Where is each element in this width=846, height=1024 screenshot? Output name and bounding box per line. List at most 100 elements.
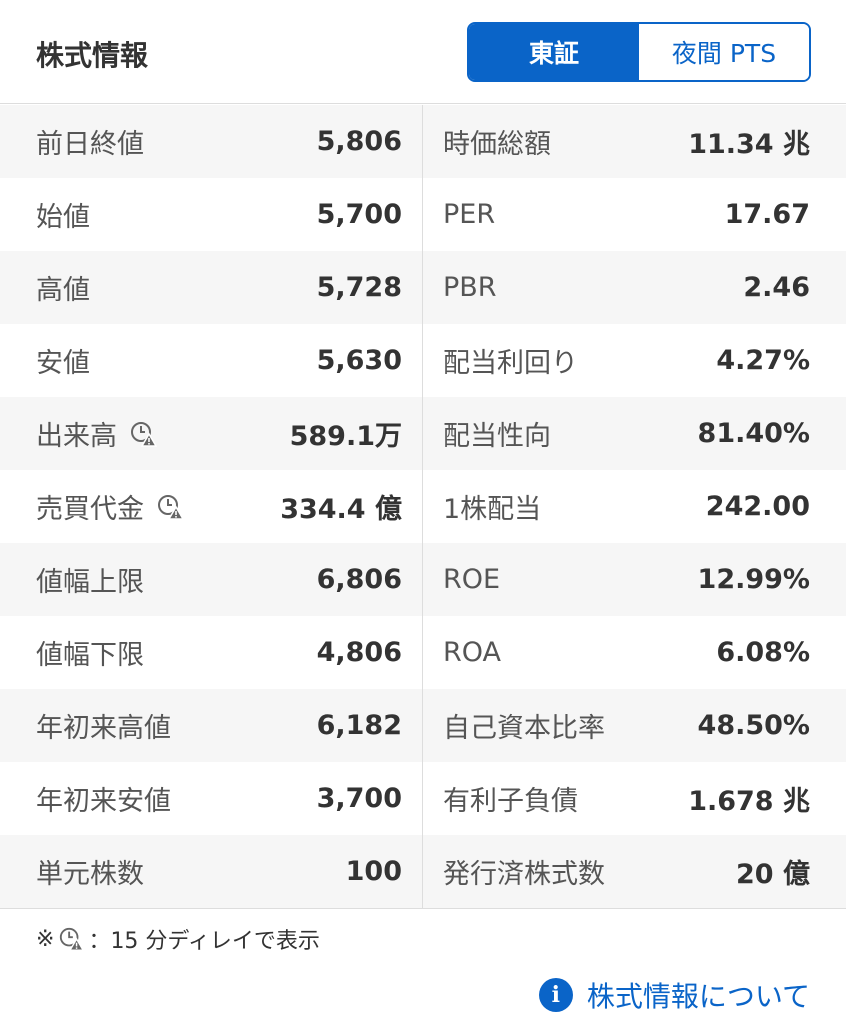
clock-warning-icon[interactable] <box>129 420 157 448</box>
stat-label-text: 売買代金 <box>36 494 144 525</box>
stat-value: 242.00 <box>705 491 810 522</box>
stat-value: 5,728 <box>316 272 402 303</box>
footer: ※ ：15 分ディレイで表示 i 株式情報について <box>0 908 846 1013</box>
stat-label: 始値 <box>36 195 90 234</box>
stat-label-text: 値幅下限 <box>36 640 144 671</box>
note-prefix: ※ <box>36 926 55 952</box>
stat-label: 年初来高値 <box>36 706 171 745</box>
stat-cell: 前日終値 5,806 <box>0 105 423 178</box>
stat-value: 1.678 兆 <box>688 786 810 817</box>
table-row: 前日終値 5,806 時価総額 11.34 兆 <box>0 105 846 178</box>
stat-value: 48.50% <box>697 710 810 741</box>
stat-cell: 単元株数 100 <box>0 835 423 908</box>
stat-cell: ROE 12.99% <box>423 543 846 616</box>
stat-label-text: 年初来安値 <box>36 786 171 817</box>
stat-value: 6,182 <box>316 710 402 741</box>
stat-value: 81.40% <box>697 418 810 449</box>
stat-label-text: 単元株数 <box>36 859 144 890</box>
stat-cell: 年初来安値 3,700 <box>0 762 423 835</box>
stat-value: 4.27% <box>716 345 810 376</box>
stat-label-text: 自己資本比率 <box>443 713 605 744</box>
stat-label: 高値 <box>36 268 90 307</box>
stat-value: 6.08% <box>716 637 810 668</box>
stat-label: 有利子負債 <box>443 779 578 818</box>
stat-label-text: 年初来高値 <box>36 713 171 744</box>
stat-cell: 時価総額 11.34 兆 <box>423 105 846 178</box>
stat-cell: 始値 5,700 <box>0 178 423 251</box>
table-row: 安値 5,630 配当利回り 4.27% <box>0 324 846 397</box>
clock-warning-icon[interactable] <box>156 493 184 521</box>
stat-label-text: 1株配当 <box>443 494 542 525</box>
header: 株式情報 東証 夜間 PTS <box>0 0 846 104</box>
table-row: 年初来安値 3,700 有利子負債 1.678 兆 <box>0 762 846 835</box>
stat-label-text: 時価総額 <box>443 129 551 160</box>
table-row: 値幅下限 4,806 ROA 6.08% <box>0 616 846 689</box>
stat-label: 出来高 <box>36 414 157 453</box>
stat-label: 値幅下限 <box>36 633 144 672</box>
stat-cell: 有利子負債 1.678 兆 <box>423 762 846 835</box>
table-row: 値幅上限 6,806 ROE 12.99% <box>0 543 846 616</box>
tab-tse[interactable]: 東証 <box>469 24 639 80</box>
stat-cell: 自己資本比率 48.50% <box>423 689 846 762</box>
about-stock-info-link[interactable]: i 株式情報について <box>538 975 810 1015</box>
stat-value: 589.1万 <box>289 421 402 452</box>
stat-label: ROE <box>443 564 500 595</box>
stat-label: 時価総額 <box>443 122 551 161</box>
stat-label-text: ROA <box>443 637 502 668</box>
stat-cell: 安値 5,630 <box>0 324 423 397</box>
stat-value: 17.67 <box>724 199 810 230</box>
stat-value: 12.99% <box>697 564 810 595</box>
stat-value: 5,700 <box>316 199 402 230</box>
stat-label-text: PER <box>443 199 496 230</box>
table-row: 売買代金 334.4 億 1株配当 242.00 <box>0 470 846 543</box>
stat-label-text: 配当利回り <box>443 348 578 379</box>
stat-value: 4,806 <box>316 637 402 668</box>
stat-label: 自己資本比率 <box>443 706 605 745</box>
stat-label: PER <box>443 199 495 230</box>
clock-warning-icon <box>60 927 85 951</box>
page-title: 株式情報 <box>36 39 149 72</box>
stat-label: 1株配当 <box>443 487 541 526</box>
stat-label-text: PBR <box>443 272 497 303</box>
about-label: 株式情報について <box>586 980 810 1013</box>
stat-label-text: 前日終値 <box>36 129 144 160</box>
stat-label: 安値 <box>36 341 90 380</box>
stat-cell: 配当性向 81.40% <box>423 397 846 470</box>
stat-cell: 出来高 589.1万 <box>0 397 423 470</box>
stat-label: 前日終値 <box>36 122 144 161</box>
stat-cell: 値幅上限 6,806 <box>0 543 423 616</box>
stat-cell: PBR 2.46 <box>423 251 846 324</box>
stat-value: 100 <box>345 856 402 887</box>
stat-label: 配当利回り <box>443 341 578 380</box>
stat-label: 単元株数 <box>36 852 144 891</box>
table-row: 単元株数 100 発行済株式数 20 億 <box>0 835 846 908</box>
stat-value: 3,700 <box>316 783 402 814</box>
stat-label-text: 値幅上限 <box>36 567 144 598</box>
stat-value: 20 億 <box>736 859 810 890</box>
stat-label-text: 高値 <box>36 275 90 306</box>
stat-label: 値幅上限 <box>36 560 144 599</box>
stat-label: 売買代金 <box>36 487 184 526</box>
stat-label-text: 配当性向 <box>443 421 551 452</box>
stat-cell: 値幅下限 4,806 <box>0 616 423 689</box>
table-row: 高値 5,728 PBR 2.46 <box>0 251 846 324</box>
stat-value: 2.46 <box>743 272 810 303</box>
stat-label: 発行済株式数 <box>443 852 605 891</box>
stat-label-text: ROE <box>443 564 501 595</box>
stat-value: 11.34 兆 <box>688 129 810 160</box>
table-row: 出来高 589.1万 配当性向 81.40% <box>0 397 846 470</box>
stat-cell: PER 17.67 <box>423 178 846 251</box>
stat-cell: ROA 6.08% <box>423 616 846 689</box>
stat-label: 年初来安値 <box>36 779 171 818</box>
tab-night-pts[interactable]: 夜間 PTS <box>639 24 809 80</box>
stat-value: 334.4 億 <box>280 494 402 525</box>
market-segmented-control: 東証 夜間 PTS <box>467 22 811 82</box>
stat-label-text: 発行済株式数 <box>443 859 605 890</box>
stat-label-text: 始値 <box>36 202 90 233</box>
delay-note: ※ ：15 分ディレイで表示 <box>36 923 320 955</box>
stat-label-text: 安値 <box>36 348 90 379</box>
stat-label-text: 有利子負債 <box>443 786 578 817</box>
stat-cell: 高値 5,728 <box>0 251 423 324</box>
note-text: ：15 分ディレイで表示 <box>88 929 320 954</box>
stat-value: 5,806 <box>316 126 402 157</box>
